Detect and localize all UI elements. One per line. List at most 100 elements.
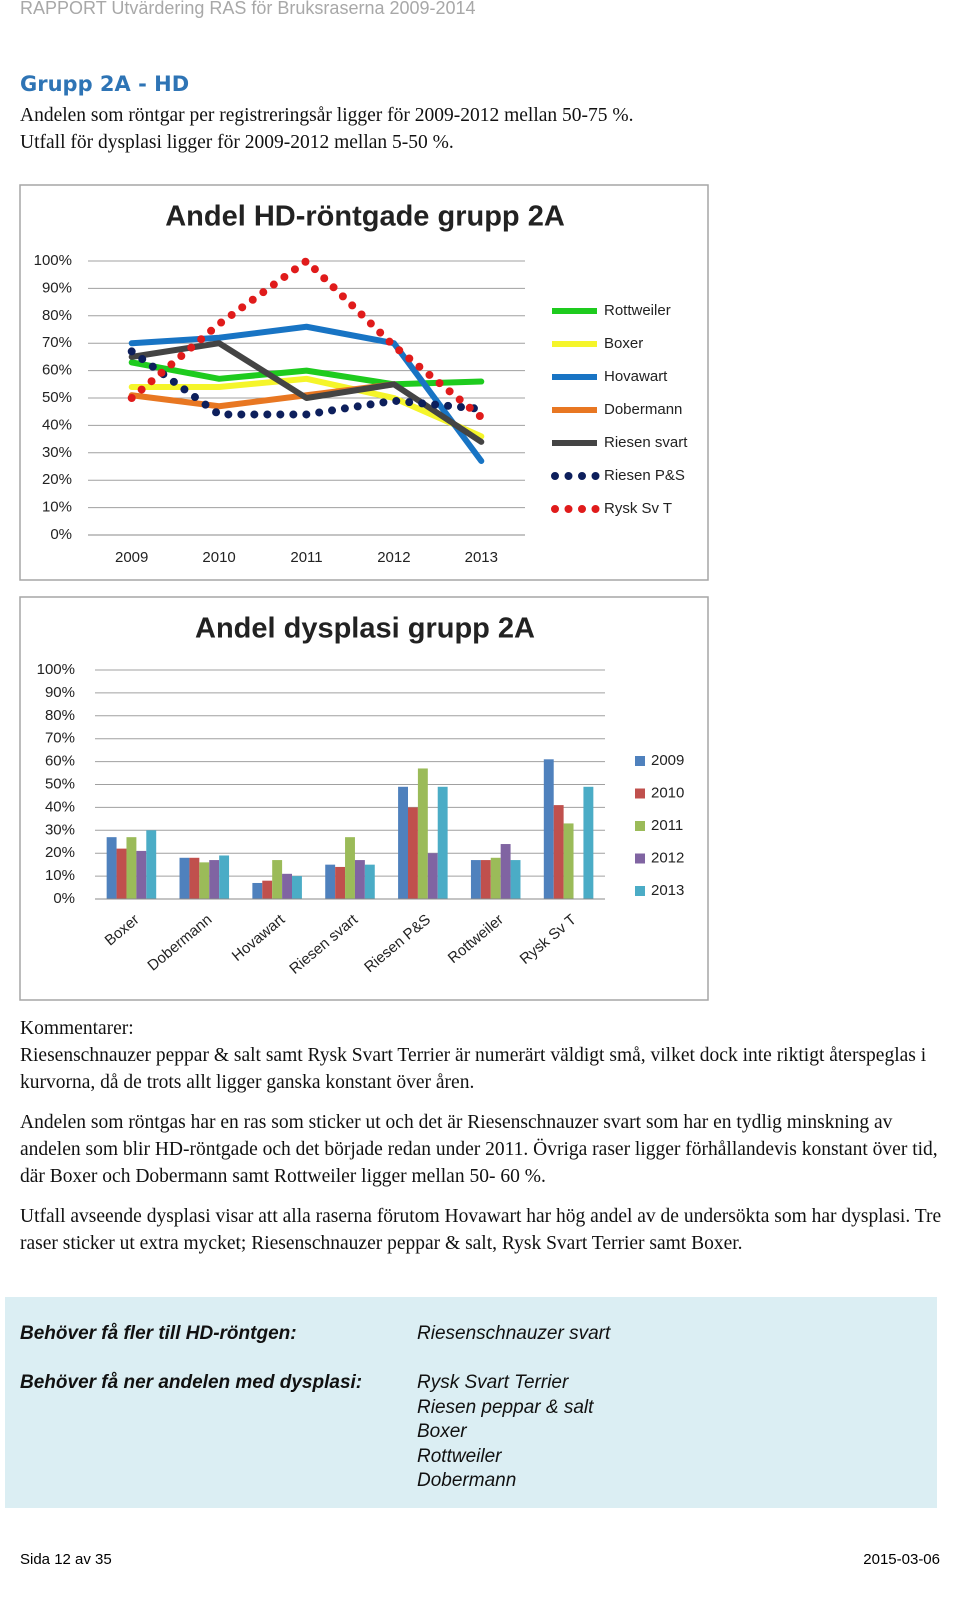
chart-title: Andel HD-röntgade grupp 2A [165, 201, 565, 233]
y-tick-label: 100% [34, 252, 72, 269]
y-tick-label: 80% [42, 307, 72, 324]
bar [354, 860, 365, 899]
y-tick-label: 70% [45, 730, 75, 747]
bar [262, 880, 273, 899]
running-header: RAPPORT Utvärdering RAS för Bruksraserna… [20, 0, 476, 18]
bar [219, 855, 230, 899]
y-tick-label: 0% [53, 890, 75, 907]
legend-label: Hovawart [604, 368, 668, 385]
y-tick-label: 90% [45, 684, 75, 701]
bar [364, 864, 375, 899]
y-tick-label: 60% [45, 753, 75, 770]
bar [126, 837, 137, 899]
bar [417, 768, 428, 899]
footer-date: 2015-03-06 [863, 1551, 940, 1568]
legend-label: 2010 [651, 784, 684, 801]
series-line [128, 323, 485, 465]
bar [470, 860, 481, 899]
bar [398, 786, 408, 899]
legend-swatch [635, 756, 645, 766]
chart-title: Andel dysplasi grupp 2A [195, 613, 535, 645]
bar [189, 857, 200, 899]
bar [209, 860, 220, 899]
bar [199, 862, 210, 899]
y-tick-label: 30% [45, 821, 75, 838]
legend-label: Rottweiler [604, 302, 671, 319]
paragraph: Riesenschnauzer peppar & salt samt Rysk … [20, 1045, 927, 1093]
bar [583, 786, 594, 899]
legend-label: 2011 [651, 817, 683, 834]
x-tick-label: 2009 [115, 549, 148, 566]
bar [292, 876, 302, 899]
series-line [128, 375, 485, 440]
bar [136, 850, 147, 899]
legend-label: Boxer [604, 335, 643, 352]
x-tick-label: 2010 [202, 549, 235, 566]
x-tick-label: 2011 [290, 549, 322, 566]
intro-line: Utfall för dysplasi ligger för 2009-2012… [20, 132, 454, 153]
x-tick-label: 2013 [465, 549, 498, 566]
summary-items: Riesenschnauzer svart [417, 1322, 610, 1347]
summary-item: Rottweiler [417, 1445, 502, 1467]
y-tick-label: 60% [42, 362, 72, 379]
legend-label: 2012 [651, 849, 684, 866]
paragraph: Utfall avseende dysplasi visar att alla … [20, 1206, 942, 1254]
legend-label: 2009 [651, 752, 684, 769]
summary-item: Riesenschnauzer svart [417, 1323, 611, 1344]
bar [335, 866, 346, 899]
charts: Andel HD-röntgade grupp 2A 0% 10% 20% 30% 40%… [19, 184, 709, 1001]
bar [116, 848, 127, 899]
series-line [127, 257, 486, 422]
bar [345, 837, 355, 899]
y-tick-label: 100% [37, 661, 75, 678]
bar [325, 864, 336, 899]
bar [106, 837, 117, 899]
bar [427, 853, 438, 899]
y-tick-label: 50% [45, 775, 75, 792]
x-tick-label: 2012 [377, 549, 410, 566]
summary-items: Rysk Svart Terrier Riesen peppar & salt … [417, 1371, 593, 1494]
intro-line: Andelen som röntgar per registreringsår … [20, 105, 634, 126]
intro: Andelen som röntgar per registreringsår … [20, 102, 634, 156]
footer-page: Sida 12 av 35 [20, 1551, 112, 1568]
legend-label: Riesen svart [604, 434, 688, 451]
summary-item: Dobermann [417, 1470, 517, 1491]
bar [500, 844, 511, 899]
bar [252, 882, 263, 899]
bar [437, 786, 448, 899]
legend-swatch [635, 886, 645, 896]
y-tick-label: 90% [42, 279, 72, 296]
bar [543, 759, 554, 899]
y-tick-label: 10% [42, 499, 72, 516]
summary-item: Boxer [417, 1421, 467, 1442]
y-tick-label: 50% [42, 389, 72, 406]
y-tick-label: 30% [42, 444, 72, 461]
paragraph: Andelen som röntgas har en ras som stick… [20, 1112, 938, 1187]
y-tick-label: 40% [45, 798, 75, 815]
comments: Kommentarer: Riesenschnauzer peppar & sa… [20, 1015, 945, 1270]
legend-label: Dobermann [604, 401, 682, 418]
y-tick-label: 10% [45, 867, 75, 884]
bar [146, 830, 157, 899]
bar [553, 805, 564, 899]
comments-label: Kommentarer: [20, 1018, 134, 1039]
bar [490, 857, 501, 899]
y-tick-label: 40% [42, 416, 72, 433]
y-tick-label: 70% [42, 334, 72, 351]
legend-swatch [635, 788, 645, 799]
series-line [127, 347, 486, 419]
y-tick-label: 20% [45, 844, 75, 861]
summary-item: Rysk Svart Terrier [417, 1372, 569, 1393]
legend-label: 2013 [651, 882, 684, 899]
y-tick-label: 80% [45, 707, 75, 724]
y-tick-label: 20% [42, 471, 72, 488]
y-tick-label: 0% [50, 526, 72, 543]
summary-item: Riesen peppar & salt [417, 1396, 594, 1418]
legend-label: Rysk Sv T [604, 500, 672, 517]
legend-label: Riesen P&S [604, 467, 685, 484]
bar [510, 860, 521, 899]
bar [179, 857, 190, 899]
summary-box: Behöver få fler till HD-röntgen: Riesens… [5, 1297, 937, 1508]
legend-swatch [635, 821, 645, 831]
